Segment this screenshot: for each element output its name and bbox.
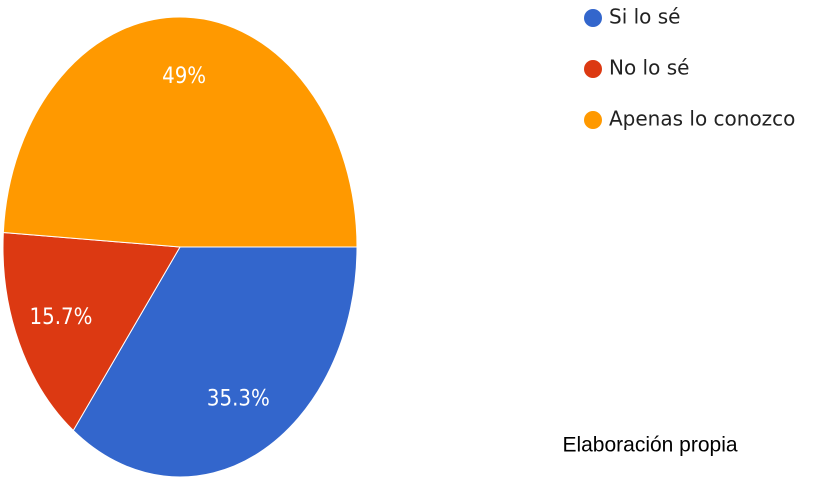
pie-slice xyxy=(72,246,358,478)
slice-label: 35.3% xyxy=(207,386,270,411)
pie-slice xyxy=(2,232,181,432)
legend-label: No lo sé xyxy=(609,56,689,80)
legend-swatch xyxy=(584,9,602,27)
legend-swatch xyxy=(584,111,602,129)
legend-swatch xyxy=(584,60,602,78)
legend-label: Si lo sé xyxy=(609,5,680,29)
slice-label: 49% xyxy=(162,64,206,89)
slice-label: 15.7% xyxy=(30,305,93,330)
annotation: Elaboración propia xyxy=(562,434,737,457)
legend-label: Apenas lo conozco xyxy=(609,107,795,131)
pie-slice xyxy=(2,16,358,248)
